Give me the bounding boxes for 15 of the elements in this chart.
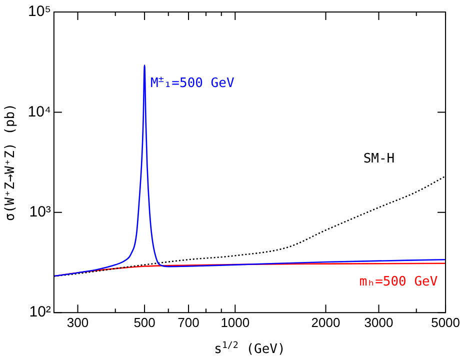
series-label: M±₁=500 GeV: [150, 74, 234, 92]
x-tick-label: 1000: [220, 314, 250, 330]
text: SM-H: [363, 151, 395, 166]
y-tick-label: 10⁵: [28, 3, 51, 20]
x-tick-label: 500: [134, 314, 156, 330]
y-tick-label: 10²: [29, 304, 51, 321]
y-axis-title: σ(W⁺Z→W⁺Z) (pb): [3, 104, 18, 221]
x-tick-label: 2000: [311, 314, 340, 330]
y-tick-label: 10³: [29, 204, 51, 221]
series-label: mₕ=500 GeV: [359, 274, 438, 290]
x-tick-label: 3000: [364, 314, 394, 330]
y-tick-label: 10⁴: [28, 103, 51, 120]
x-tick-label: 5000: [431, 314, 460, 330]
x-tick-label: 700: [178, 314, 200, 330]
x-tick-label: 300: [66, 314, 89, 330]
